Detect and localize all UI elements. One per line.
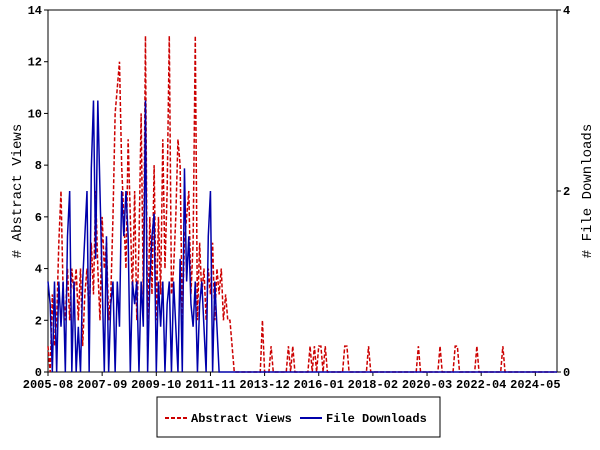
- y-tick-label: 6: [35, 211, 42, 225]
- x-tick-label: 2013-12: [239, 378, 289, 392]
- x-tick-label: 2009-10: [131, 378, 181, 392]
- legend-label: Abstract Views: [191, 412, 292, 426]
- y-tick-label: 4: [35, 263, 42, 277]
- y-tick-label: 8: [35, 159, 42, 173]
- y-axis-label: # Abstract Views: [10, 124, 26, 258]
- y-tick-label: 2: [35, 314, 42, 328]
- legend-box: [156, 396, 441, 438]
- x-tick-label: 2005-08: [23, 378, 73, 392]
- x-tick-label: 2011-11: [185, 378, 235, 392]
- y2-tick-label: 0: [563, 366, 570, 380]
- y2-axis-label: # File Downloads: [580, 124, 596, 258]
- y-tick-label: 10: [28, 107, 42, 121]
- series-line: [47, 100, 557, 373]
- x-tick-label: 2020-03: [402, 378, 452, 392]
- x-tick-label: 2007-09: [77, 378, 127, 392]
- legend-label: File Downloads: [326, 412, 427, 426]
- x-tick-label: 2024-05: [510, 378, 560, 392]
- y2-tick-label: 4: [563, 4, 570, 18]
- x-tick-label: 2018-02: [348, 378, 398, 392]
- y-tick-label: 0: [35, 366, 42, 380]
- x-tick-label: 2016-01: [294, 378, 344, 392]
- x-tick-label: 2022-04: [456, 378, 506, 392]
- y-tick-label: 12: [28, 56, 42, 70]
- y2-tick-label: 2: [563, 185, 570, 199]
- y-tick-label: 14: [28, 4, 42, 18]
